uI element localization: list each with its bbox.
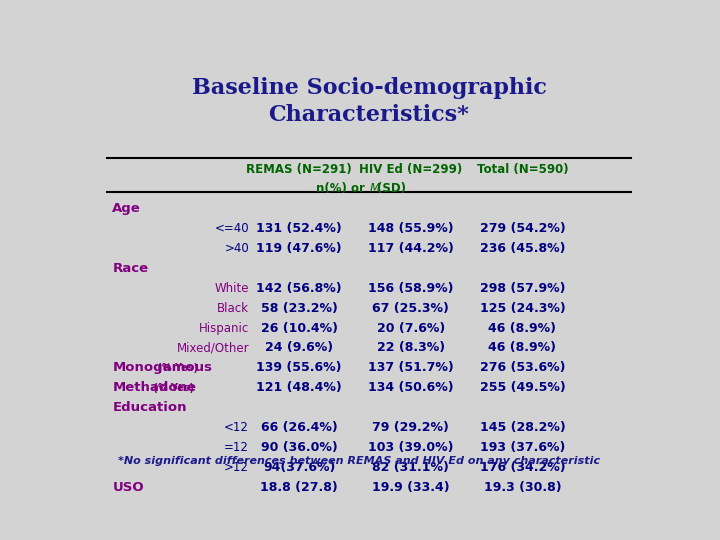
Text: Hispanic: Hispanic <box>199 321 249 334</box>
Text: Race: Race <box>112 261 148 275</box>
Text: 142 (56.8%): 142 (56.8%) <box>256 281 342 295</box>
Text: USO: USO <box>112 481 144 494</box>
Text: 255 (49.5%): 255 (49.5%) <box>480 381 565 394</box>
Text: 117 (44.2%): 117 (44.2%) <box>368 242 454 255</box>
Text: Monogamous: Monogamous <box>112 361 212 374</box>
Text: 79 (29.2%): 79 (29.2%) <box>372 421 449 434</box>
Text: 279 (54.2%): 279 (54.2%) <box>480 222 565 235</box>
Text: 46 (8.9%): 46 (8.9%) <box>488 341 557 354</box>
Text: HIV Ed (N=299): HIV Ed (N=299) <box>359 163 462 177</box>
Text: 19.3 (30.8): 19.3 (30.8) <box>484 481 562 494</box>
Text: Total (N=590): Total (N=590) <box>477 163 568 177</box>
Text: REMAS (N=291): REMAS (N=291) <box>246 163 352 177</box>
Text: >40: >40 <box>225 242 249 255</box>
Text: $\mathit{M}$: $\mathit{M}$ <box>369 183 381 195</box>
Text: (% Yes): (% Yes) <box>154 363 198 373</box>
Text: 94(37.6%): 94(37.6%) <box>263 461 336 474</box>
Text: Baseline Socio-demographic: Baseline Socio-demographic <box>192 77 546 99</box>
Text: 67 (25.3%): 67 (25.3%) <box>372 301 449 314</box>
Text: 236 (45.8%): 236 (45.8%) <box>480 242 565 255</box>
Text: 58 (23.2%): 58 (23.2%) <box>261 301 338 314</box>
Text: Age: Age <box>112 202 141 215</box>
Text: 26 (10.4%): 26 (10.4%) <box>261 321 338 334</box>
Text: 193 (37.6%): 193 (37.6%) <box>480 441 565 454</box>
Text: 119 (47.6%): 119 (47.6%) <box>256 242 342 255</box>
Text: 137 (51.7%): 137 (51.7%) <box>368 361 454 374</box>
Text: 66 (26.4%): 66 (26.4%) <box>261 421 338 434</box>
Text: 145 (28.2%): 145 (28.2%) <box>480 421 565 434</box>
Text: 276 (53.6%): 276 (53.6%) <box>480 361 565 374</box>
Text: Education: Education <box>112 401 186 414</box>
Text: 139 (55.6%): 139 (55.6%) <box>256 361 342 374</box>
Text: 90 (36.0%): 90 (36.0%) <box>261 441 338 454</box>
Text: 24 (9.6%): 24 (9.6%) <box>265 341 333 354</box>
Text: (SD): (SD) <box>377 183 406 195</box>
Text: *No significant differences between REMAS and HIV Ed on any characteristic: *No significant differences between REMA… <box>118 456 600 466</box>
Text: 19.9 (33.4): 19.9 (33.4) <box>372 481 450 494</box>
Text: 298 (57.9%): 298 (57.9%) <box>480 281 565 295</box>
Text: 103 (39.0%): 103 (39.0%) <box>368 441 454 454</box>
Text: n(%) or: n(%) or <box>316 183 369 195</box>
Text: 148 (55.9%): 148 (55.9%) <box>368 222 454 235</box>
Text: >12: >12 <box>224 461 249 474</box>
Text: Methadone: Methadone <box>112 381 197 394</box>
Text: 20 (7.6%): 20 (7.6%) <box>377 321 445 334</box>
Text: 131 (52.4%): 131 (52.4%) <box>256 222 342 235</box>
Text: Mixed/Other: Mixed/Other <box>176 341 249 354</box>
Text: 22 (8.3%): 22 (8.3%) <box>377 341 445 354</box>
Text: 82 (31.1%): 82 (31.1%) <box>372 461 449 474</box>
Text: 121 (48.4%): 121 (48.4%) <box>256 381 342 394</box>
Text: Black: Black <box>217 301 249 314</box>
Text: <12: <12 <box>224 421 249 434</box>
Text: Characteristics*: Characteristics* <box>269 104 469 126</box>
Text: 156 (58.9%): 156 (58.9%) <box>368 281 454 295</box>
Text: 18.8 (27.8): 18.8 (27.8) <box>261 481 338 494</box>
Text: 134 (50.6%): 134 (50.6%) <box>368 381 454 394</box>
Text: 46 (8.9%): 46 (8.9%) <box>488 321 557 334</box>
Text: White: White <box>215 281 249 295</box>
Text: (% Yes): (% Yes) <box>150 383 194 393</box>
Text: 125 (24.3%): 125 (24.3%) <box>480 301 565 314</box>
Text: =12: =12 <box>224 441 249 454</box>
Text: 176 (34.2%): 176 (34.2%) <box>480 461 565 474</box>
Text: <=40: <=40 <box>215 222 249 235</box>
